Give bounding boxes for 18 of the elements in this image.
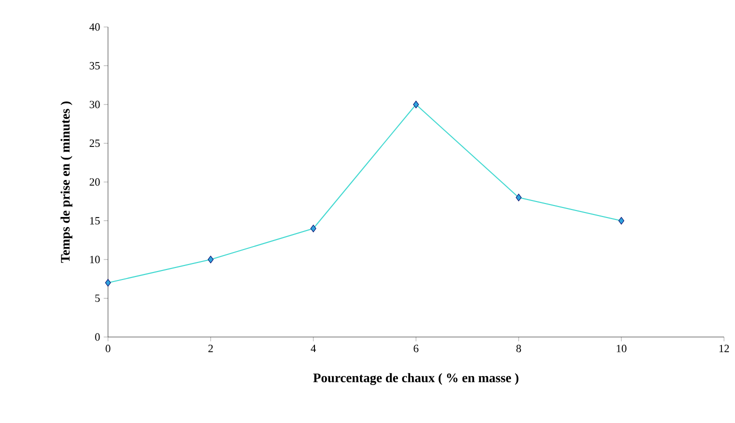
- y-tick-label: 5: [95, 294, 100, 302]
- y-tick-label: 15: [90, 217, 100, 224]
- x-tick-label: 10: [616, 344, 626, 352]
- x-axis-title: Pourcentage de chaux ( % en masse ): [313, 373, 518, 385]
- x-tick-label: 0: [106, 344, 110, 352]
- y-tick-label: 25: [90, 140, 100, 147]
- x-tick-label: 2: [208, 344, 213, 352]
- y-tick-label: 35: [90, 62, 100, 70]
- y-tick-label: 30: [90, 100, 100, 108]
- y-tick-label: 40: [89, 23, 100, 31]
- x-tick-label: 6: [414, 344, 418, 352]
- y-tick-label: 20: [90, 178, 100, 186]
- x-tick-label: 4: [310, 344, 316, 352]
- y-axis-title: Temps de prise en ( minutes ): [60, 102, 72, 263]
- x-tick-label: 8: [516, 344, 522, 352]
- y-tick-label: 0: [95, 333, 100, 341]
- x-tick-label: 12: [719, 344, 729, 352]
- y-tick-label: 10: [90, 256, 100, 264]
